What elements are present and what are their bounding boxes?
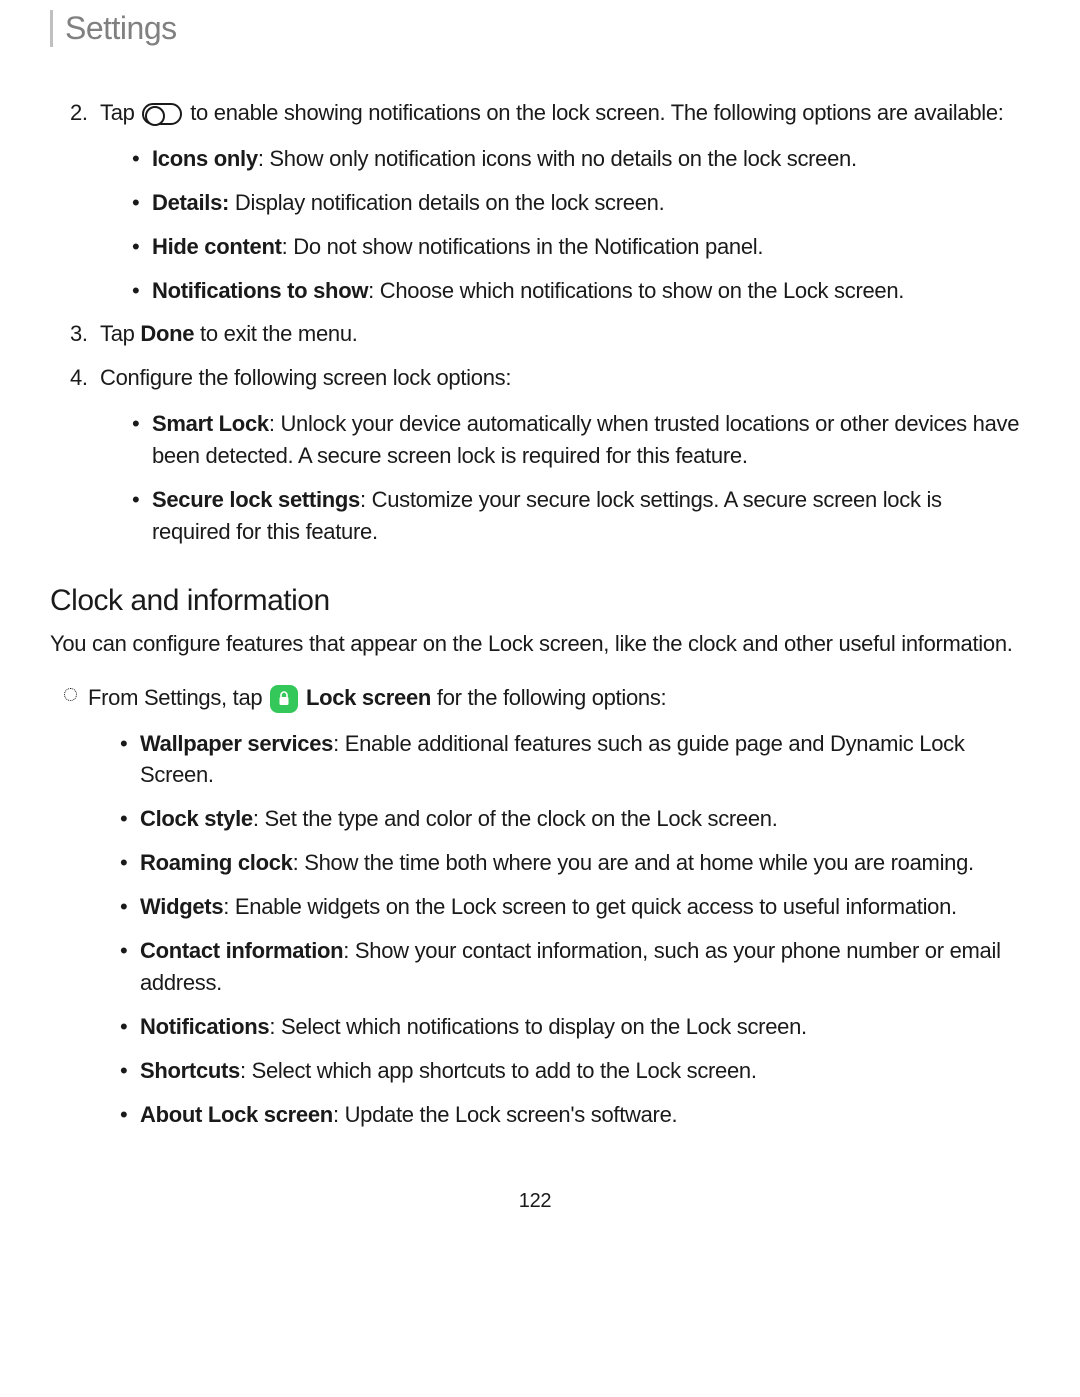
document-page: Settings 2. Tap to enable showing notifi… — [0, 0, 1080, 1253]
text-fragment: From Settings, tap — [88, 685, 268, 710]
page-header: Settings — [50, 10, 1020, 47]
list-item: Notifications: Select which notification… — [140, 1011, 1020, 1043]
term: Roaming clock — [140, 850, 293, 875]
circle-bullet-icon — [64, 688, 77, 701]
term: Wallpaper services — [140, 731, 333, 756]
definition: : Do not show notifications in the Notif… — [282, 234, 764, 259]
term: Widgets — [140, 894, 223, 919]
section-heading: Clock and information — [50, 584, 1020, 618]
text-fragment: to enable showing notifications on the l… — [184, 100, 1003, 125]
list-item: Clock style: Set the type and color of t… — [140, 803, 1020, 835]
page-title: Settings — [65, 10, 177, 46]
definition: : Show the time both where you are and a… — [293, 850, 974, 875]
page-number: 122 — [50, 1190, 1020, 1213]
definition: : Enable widgets on the Lock screen to g… — [223, 894, 957, 919]
term: Lock screen — [306, 685, 431, 710]
list-item: Wallpaper services: Enable additional fe… — [140, 728, 1020, 792]
definition: : Show only notification icons with no d… — [258, 146, 857, 171]
list-item: From Settings, tap Lock screen for the f… — [88, 682, 1020, 1131]
definition: : Set the type and color of the clock on… — [253, 806, 778, 831]
term: Details: — [152, 190, 229, 215]
list-number: 4. — [70, 362, 88, 394]
term: Smart Lock — [152, 411, 269, 436]
text-fragment: Tap — [100, 100, 140, 125]
list-item: Icons only: Show only notification icons… — [152, 143, 1020, 175]
definition: : Select which notifications to display … — [269, 1014, 807, 1039]
text-fragment: Tap — [100, 321, 140, 346]
definition: : Update the Lock screen's software. — [333, 1102, 677, 1127]
bulleted-sublist: Icons only: Show only notification icons… — [100, 143, 1020, 307]
term: Done — [140, 321, 194, 346]
list-item: Details: Display notification details on… — [152, 187, 1020, 219]
term: Shortcuts — [140, 1058, 240, 1083]
list-item: Shortcuts: Select which app shortcuts to… — [140, 1055, 1020, 1087]
text-fragment: for the following options: — [431, 685, 666, 710]
term: Notifications — [140, 1014, 269, 1039]
list-item: Contact information: Show your contact i… — [140, 935, 1020, 999]
term: About Lock screen — [140, 1102, 333, 1127]
section-intro: You can configure features that appear o… — [50, 628, 1020, 660]
toggle-off-icon — [142, 103, 182, 125]
list-item: Notifications to show: Choose which noti… — [152, 275, 1020, 307]
text-fragment: Configure the following screen lock opti… — [100, 365, 511, 390]
definition: Display notification details on the lock… — [229, 190, 664, 215]
list-item: Secure lock settings: Customize your sec… — [152, 484, 1020, 548]
text-fragment: to exit the menu. — [194, 321, 357, 346]
term: Secure lock settings — [152, 487, 360, 512]
definition: : Select which app shortcuts to add to t… — [240, 1058, 757, 1083]
term: Icons only — [152, 146, 258, 171]
list-item: About Lock screen: Update the Lock scree… — [140, 1099, 1020, 1131]
list-item: 3. Tap Done to exit the menu. — [100, 318, 1020, 350]
bulleted-sublist: Wallpaper services: Enable additional fe… — [88, 728, 1020, 1131]
list-number: 2. — [70, 97, 88, 129]
definition: : Choose which notifications to show on … — [368, 278, 904, 303]
list-item: Roaming clock: Show the time both where … — [140, 847, 1020, 879]
bulleted-sublist: Smart Lock: Unlock your device automatic… — [100, 408, 1020, 548]
list-item: 4. Configure the following screen lock o… — [100, 362, 1020, 547]
lock-icon — [270, 685, 298, 713]
term: Notifications to show — [152, 278, 368, 303]
term: Contact information — [140, 938, 343, 963]
term: Clock style — [140, 806, 253, 831]
list-number: 3. — [70, 318, 88, 350]
term: Hide content — [152, 234, 282, 259]
list-item: Hide content: Do not show notifications … — [152, 231, 1020, 263]
definition: : Unlock your device automatically when … — [152, 411, 1019, 468]
circle-bullet-list: From Settings, tap Lock screen for the f… — [50, 682, 1020, 1131]
numbered-list: 2. Tap to enable showing notifications o… — [50, 97, 1020, 548]
list-item: Widgets: Enable widgets on the Lock scre… — [140, 891, 1020, 923]
list-item: Smart Lock: Unlock your device automatic… — [152, 408, 1020, 472]
list-item: 2. Tap to enable showing notifications o… — [100, 97, 1020, 306]
